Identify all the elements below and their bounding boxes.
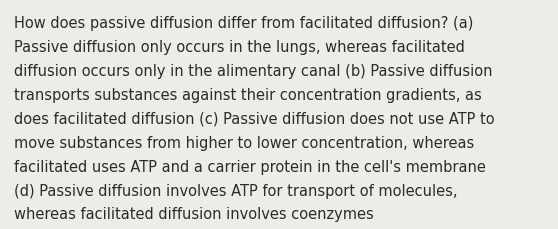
Text: How does passive diffusion differ from facilitated diffusion? (a): How does passive diffusion differ from f… <box>14 16 473 31</box>
Text: whereas facilitated diffusion involves coenzymes: whereas facilitated diffusion involves c… <box>14 207 374 221</box>
Text: diffusion occurs only in the alimentary canal (b) Passive diffusion: diffusion occurs only in the alimentary … <box>14 64 493 79</box>
Text: transports substances against their concentration gradients, as: transports substances against their conc… <box>14 87 482 102</box>
Text: move substances from higher to lower concentration, whereas: move substances from higher to lower con… <box>14 135 474 150</box>
Text: Passive diffusion only occurs in the lungs, whereas facilitated: Passive diffusion only occurs in the lun… <box>14 40 465 55</box>
Text: does facilitated diffusion (c) Passive diffusion does not use ATP to: does facilitated diffusion (c) Passive d… <box>14 111 494 126</box>
Text: facilitated uses ATP and a carrier protein in the cell's membrane: facilitated uses ATP and a carrier prote… <box>14 159 486 174</box>
Text: (d) Passive diffusion involves ATP for transport of molecules,: (d) Passive diffusion involves ATP for t… <box>14 183 458 198</box>
